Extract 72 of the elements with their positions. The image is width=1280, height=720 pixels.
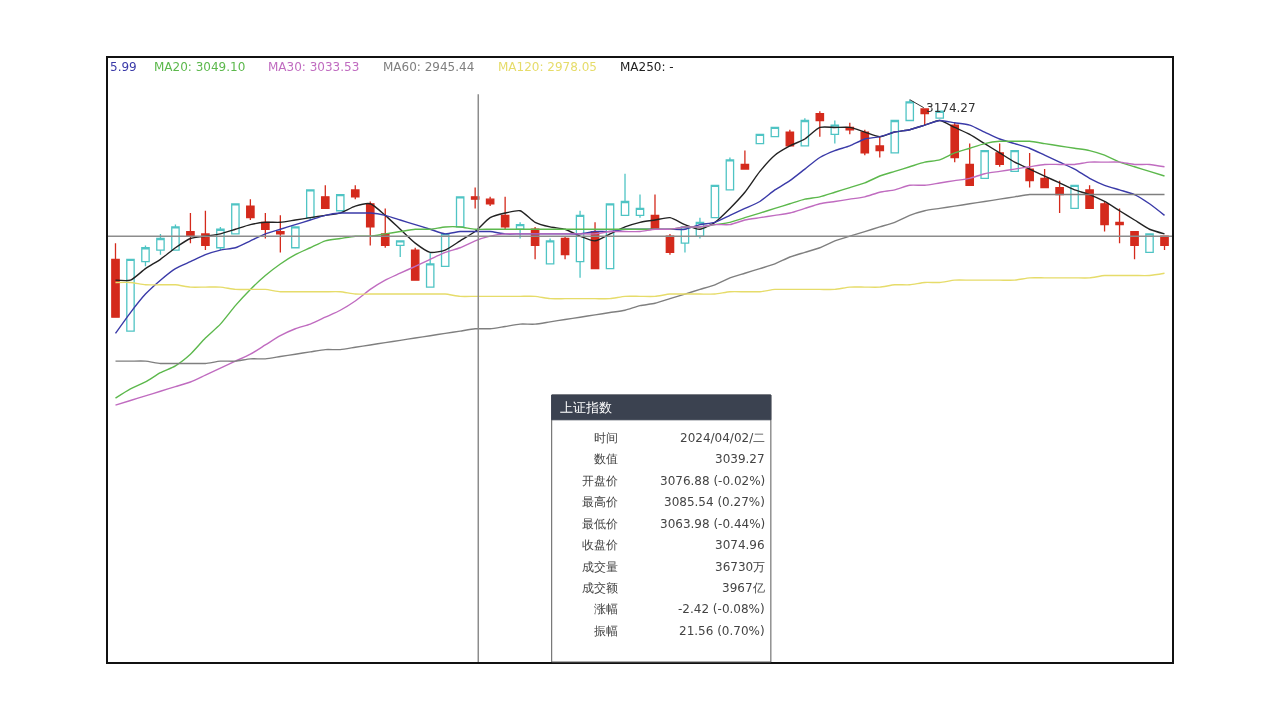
candlestick (965, 142, 975, 186)
text: 36730万 (715, 560, 766, 574)
text: 最高价 (582, 495, 618, 509)
candlestick (980, 149, 989, 179)
text: 3063.98 (-0.44%) (660, 517, 766, 531)
candlestick (905, 99, 915, 122)
candlestick (950, 122, 960, 163)
candlestick (1040, 168, 1049, 189)
text: 2024/04/02/二 (680, 431, 766, 445)
candlestick (830, 119, 840, 145)
text: 21.56 (0.70%) (679, 624, 765, 638)
candlestick (335, 193, 345, 212)
candlestick (500, 196, 510, 230)
candlestick (890, 119, 900, 154)
text: 3967亿 (722, 581, 765, 595)
candlestick (1085, 184, 1094, 210)
candlestick (126, 258, 135, 332)
candlestick (395, 240, 405, 258)
text: 3076.88 (-0.02%) (660, 474, 766, 488)
text: 3074.96 (715, 538, 765, 552)
candlestick (650, 193, 660, 230)
candlestick (111, 242, 120, 318)
text: MA30: 3033.53 (268, 60, 360, 74)
candlestick (1025, 152, 1034, 189)
text: 时间 (594, 431, 618, 445)
text: 上证指数 (560, 400, 612, 415)
candlestick (231, 203, 240, 235)
candlestick (545, 237, 555, 265)
text: 振幅 (594, 624, 618, 638)
text: MA120: 2978.05 (498, 60, 597, 74)
candlestick (860, 129, 870, 156)
candlestick (875, 136, 885, 159)
candlestick (410, 247, 420, 281)
candlestick (710, 184, 720, 219)
candlestick (291, 226, 300, 249)
annotation: 3174.27 (926, 101, 976, 115)
text: 涨幅 (594, 602, 618, 616)
candlestick (156, 233, 165, 256)
candlestick (141, 244, 150, 267)
text: 5.99 (110, 60, 137, 74)
candlestick (815, 110, 825, 138)
text: MA60: 2945.44 (383, 60, 475, 74)
text: -2.42 (-0.08%) (678, 602, 765, 616)
candlestick (995, 142, 1004, 168)
candlestick (1145, 233, 1154, 254)
candlestick (1055, 180, 1064, 214)
candlestick (560, 235, 570, 260)
candlestick (276, 214, 285, 254)
text: MA20: 3049.10 (154, 60, 246, 74)
text: 成交额 (582, 581, 618, 595)
text: 数值 (594, 452, 618, 466)
candlestick (1115, 207, 1124, 244)
candlestick (635, 193, 645, 219)
candlestick (740, 149, 750, 170)
text: 最低价 (582, 517, 618, 531)
candlestick (620, 173, 630, 217)
candlestick (1100, 200, 1109, 233)
text: 成交量 (582, 560, 618, 574)
candlestick (425, 251, 435, 288)
candlestick (365, 200, 375, 247)
candlestick (246, 198, 255, 221)
candlestick (725, 156, 735, 191)
text: MA250: - (620, 60, 674, 74)
text: 收盘价 (582, 538, 618, 552)
candlestick (320, 184, 330, 210)
text: 3039.27 (715, 452, 765, 466)
text: 开盘价 (582, 474, 618, 488)
candlestick (261, 212, 270, 240)
candlestick (470, 186, 480, 210)
candlestick (305, 189, 315, 221)
candlestick (350, 184, 360, 200)
text: 3085.54 (0.27%) (664, 495, 765, 509)
